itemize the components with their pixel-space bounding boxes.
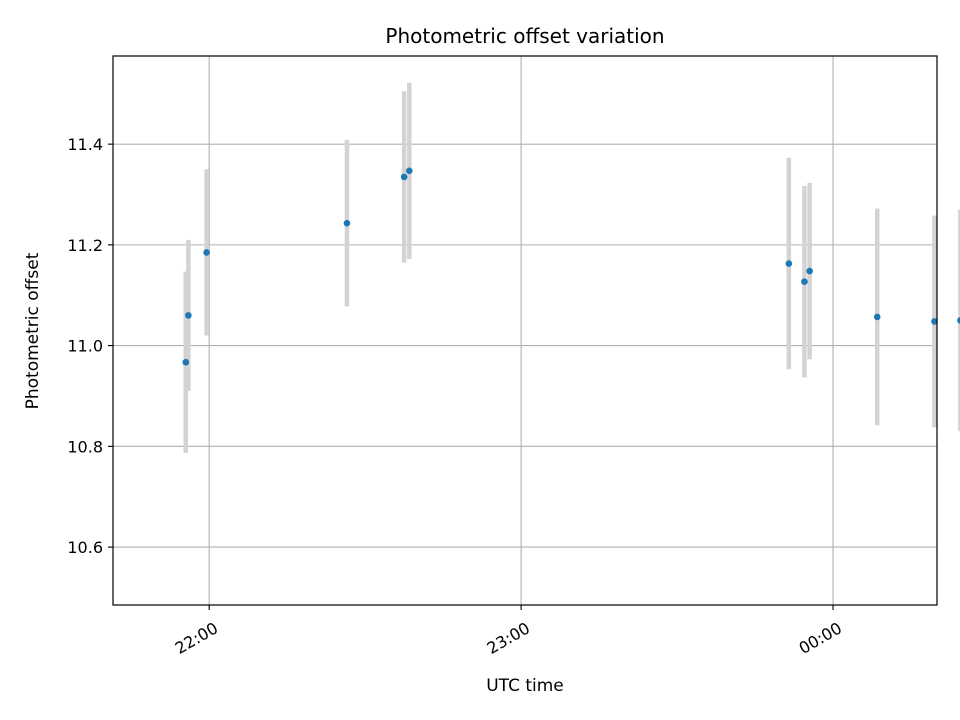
y-tick-label: 10.6 bbox=[67, 538, 103, 557]
data-point bbox=[957, 317, 960, 324]
data-points bbox=[182, 167, 960, 366]
y-tick-label: 11.2 bbox=[67, 236, 103, 255]
data-point bbox=[182, 358, 190, 366]
grid-lines bbox=[113, 56, 937, 605]
data-point bbox=[931, 318, 938, 325]
data-point bbox=[873, 313, 881, 321]
y-tick-label: 10.8 bbox=[67, 437, 103, 456]
data-point bbox=[185, 312, 192, 319]
data-point bbox=[801, 278, 808, 285]
data-point bbox=[406, 167, 413, 175]
y-tick-label: 11.0 bbox=[67, 337, 103, 356]
plot-frame bbox=[112, 55, 938, 606]
chart-title: Photometric offset variation bbox=[385, 24, 664, 48]
data-point bbox=[806, 267, 813, 275]
data-point bbox=[400, 173, 408, 181]
data-point bbox=[343, 219, 351, 227]
data-point bbox=[785, 260, 793, 267]
y-tick-label: 11.4 bbox=[67, 135, 103, 154]
x-axis-label: UTC time bbox=[486, 676, 564, 696]
y-axis-label: Photometric offset bbox=[23, 252, 43, 409]
data-point bbox=[203, 249, 210, 256]
